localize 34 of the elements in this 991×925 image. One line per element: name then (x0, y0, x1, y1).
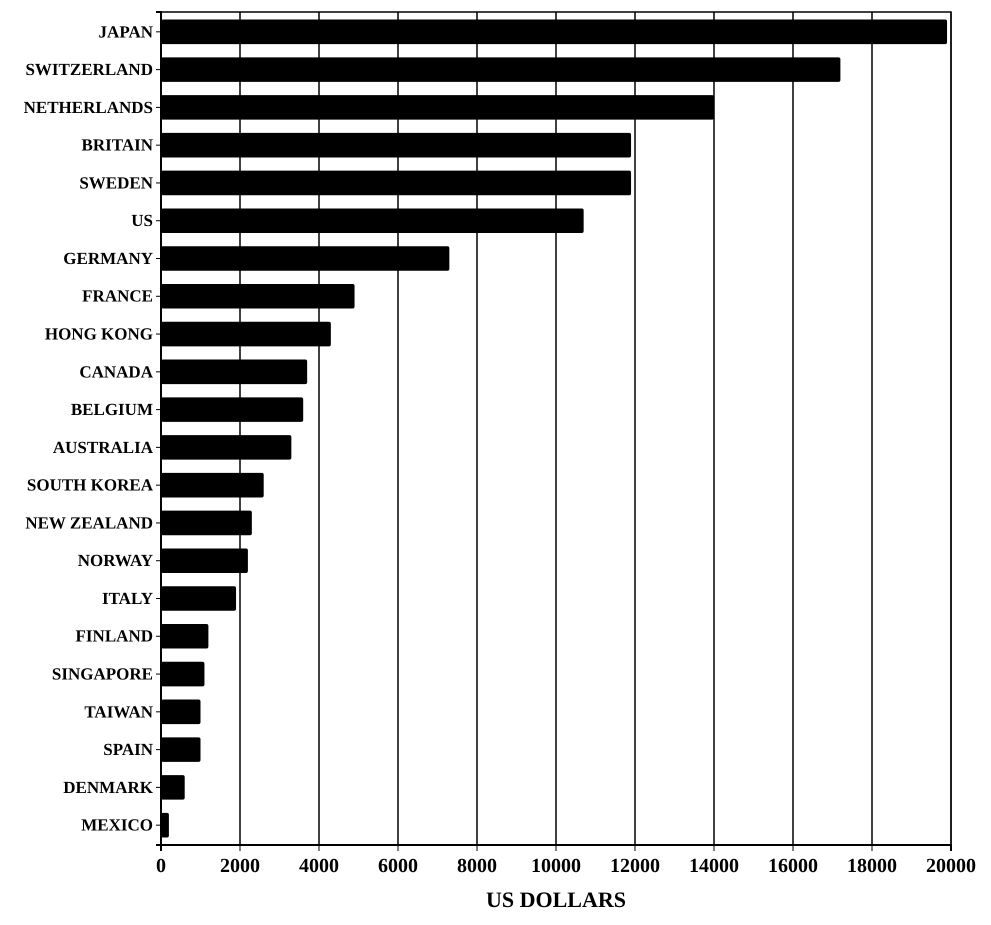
x-tick-label: 14000 (689, 855, 739, 877)
x-tick-label: 4000 (299, 855, 339, 877)
y-tick-label: JAPAN (98, 22, 154, 42)
y-tick-label: SPAIN (103, 740, 154, 760)
y-tick-label: BELGIUM (70, 400, 153, 420)
x-tick-label: 2000 (220, 855, 260, 877)
y-tick-label: AUSTRALIA (52, 438, 154, 457)
x-tick-label: 16000 (768, 855, 818, 877)
y-tick-label: FINLAND (76, 626, 153, 646)
x-tick-label: 18000 (847, 855, 897, 877)
y-tick-label: SWITZERLAND (25, 60, 153, 80)
x-axis-title: US DOLLARS (486, 887, 626, 912)
x-tick-label: 12000 (610, 855, 660, 877)
y-tick-label: NEW ZEALAND (25, 513, 153, 532)
y-tick-label: SOUTH KOREA (26, 476, 154, 495)
y-tick-label: TAIWAN (84, 702, 154, 722)
y-tick-label: SWEDEN (79, 173, 154, 192)
x-tick-label: 20000 (926, 855, 976, 877)
y-tick-label: GERMANY (63, 248, 153, 268)
y-tick-label: FRANCE (82, 286, 153, 306)
y-tick-label: SINGAPORE (52, 664, 153, 684)
y-tick-label: NORWAY (78, 551, 153, 570)
y-tick-label: CANADA (79, 362, 154, 382)
y-tick-label: BRITAIN (82, 136, 154, 155)
x-tick-label: 8000 (457, 855, 497, 877)
x-tick-label: 10000 (531, 855, 581, 877)
x-tick-label: 6000 (378, 855, 418, 877)
y-tick-label: ITALY (102, 588, 153, 608)
y-tick-label: HONG KONG (44, 324, 153, 344)
x-tick-label: 0 (156, 855, 166, 877)
y-tick-label: MEXICO (81, 816, 153, 835)
y-tick-label: DENMARK (63, 778, 154, 797)
y-tick-label: US (131, 211, 153, 230)
y-tick-label: NETHERLANDS (24, 98, 153, 117)
